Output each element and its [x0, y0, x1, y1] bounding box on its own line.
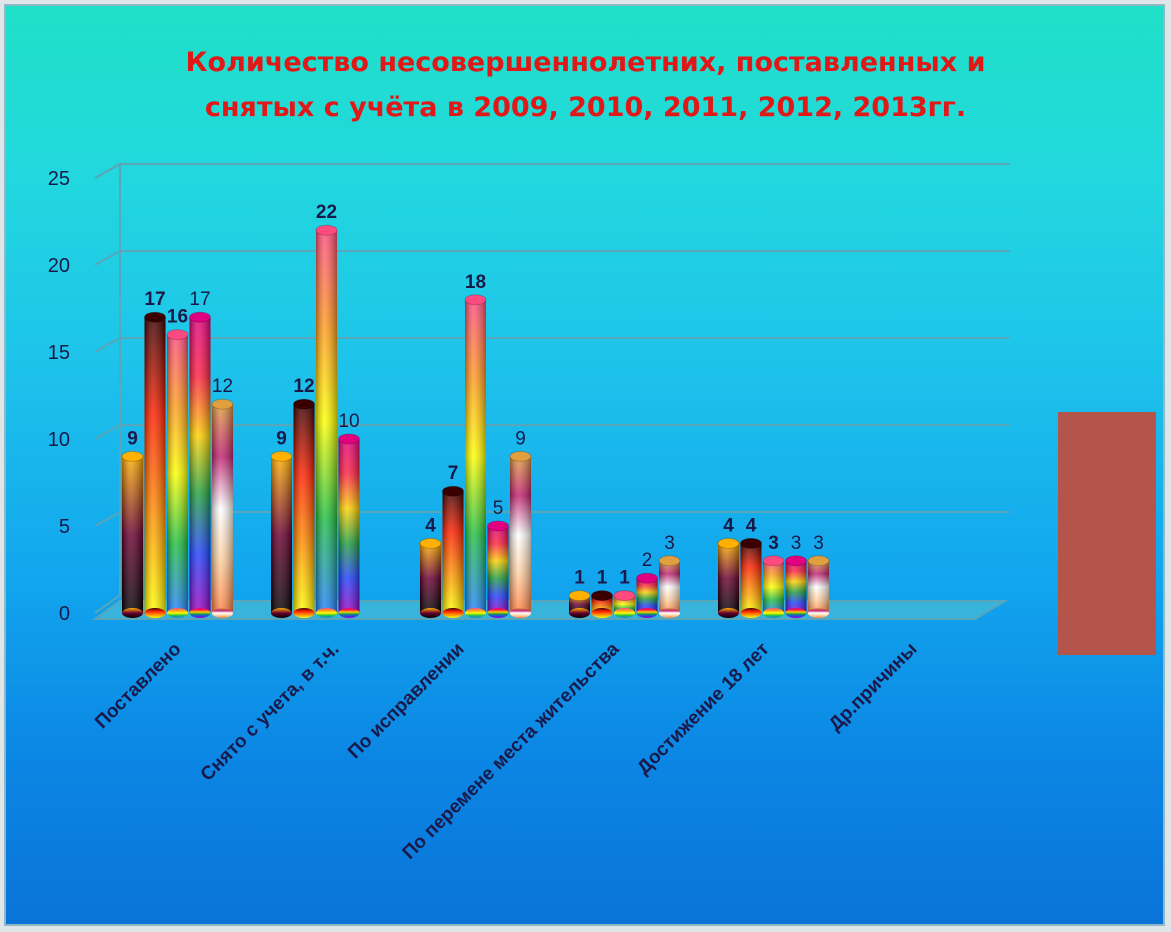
- category-label: По исправлении: [344, 639, 469, 764]
- data-label: 17: [189, 289, 210, 310]
- bar: [144, 311, 166, 618]
- y-tick-label: 0: [59, 603, 70, 625]
- bar: [211, 398, 234, 618]
- data-label: 4: [746, 515, 757, 536]
- legend: [1058, 412, 1156, 655]
- category-label: Достижение 18 лет: [633, 639, 773, 779]
- data-label: 4: [723, 515, 734, 536]
- bar: [189, 311, 211, 618]
- category-label: Снято с учета, в т.ч.: [197, 639, 344, 786]
- bar: [293, 398, 315, 618]
- gridline: [94, 337, 1010, 353]
- bar: [315, 224, 338, 618]
- data-label: 9: [515, 428, 526, 449]
- bar: [613, 590, 636, 618]
- data-label: 12: [293, 376, 314, 397]
- y-tick-label: 20: [48, 255, 70, 277]
- bar: [636, 572, 658, 618]
- data-label: 1: [574, 568, 585, 589]
- data-label: 1: [597, 568, 608, 589]
- bar: [442, 485, 464, 618]
- data-label: 9: [127, 428, 138, 449]
- bar: [762, 555, 785, 618]
- y-tick-label: 5: [59, 516, 70, 538]
- data-label: 1: [619, 568, 630, 589]
- data-label: 9: [276, 428, 287, 449]
- data-label: 12: [212, 376, 233, 397]
- bar: [509, 450, 532, 618]
- bar: [419, 537, 442, 618]
- data-label: 22: [316, 202, 337, 223]
- data-label: 10: [338, 411, 359, 432]
- y-tick-label: 15: [48, 342, 70, 364]
- bar: [740, 537, 762, 618]
- bar: [658, 555, 681, 618]
- data-label: 3: [813, 533, 824, 554]
- bar: [807, 555, 830, 618]
- chart-title: Количество несовершеннолетних, поставлен…: [0, 40, 1171, 130]
- bar: [717, 537, 740, 618]
- data-label: 3: [664, 533, 675, 554]
- data-label: 5: [493, 498, 504, 519]
- bar: [785, 555, 807, 618]
- data-label: 7: [448, 463, 459, 484]
- bar: [166, 329, 189, 618]
- category-label: Др.причины: [825, 639, 922, 736]
- y-tick-label: 10: [48, 429, 70, 451]
- gridline: [94, 250, 1010, 266]
- gridline: [94, 511, 1010, 527]
- bar: [121, 450, 144, 618]
- data-label: 3: [768, 533, 779, 554]
- category-label: Поставлено: [91, 639, 185, 733]
- bar: [568, 590, 591, 618]
- bar: [487, 520, 509, 618]
- chart-title-line-2: снятых с учёта в 2009, 2010, 2011, 2012,…: [204, 92, 967, 123]
- bar: [338, 433, 360, 618]
- side-wall: [94, 162, 121, 614]
- data-label: 16: [167, 307, 188, 328]
- y-tick-label: 25: [48, 168, 70, 190]
- data-label: 17: [144, 289, 165, 310]
- chart-title-line-1: Количество несовершеннолетних, поставлен…: [185, 47, 986, 78]
- data-label: 2: [642, 550, 653, 571]
- data-label: 4: [425, 515, 436, 536]
- bar: [591, 590, 613, 618]
- bar: [464, 294, 487, 618]
- gridline: [94, 163, 1010, 179]
- gridline: [94, 424, 1010, 440]
- data-label: 3: [791, 533, 802, 554]
- data-label: 18: [465, 272, 486, 293]
- bar: [270, 450, 293, 618]
